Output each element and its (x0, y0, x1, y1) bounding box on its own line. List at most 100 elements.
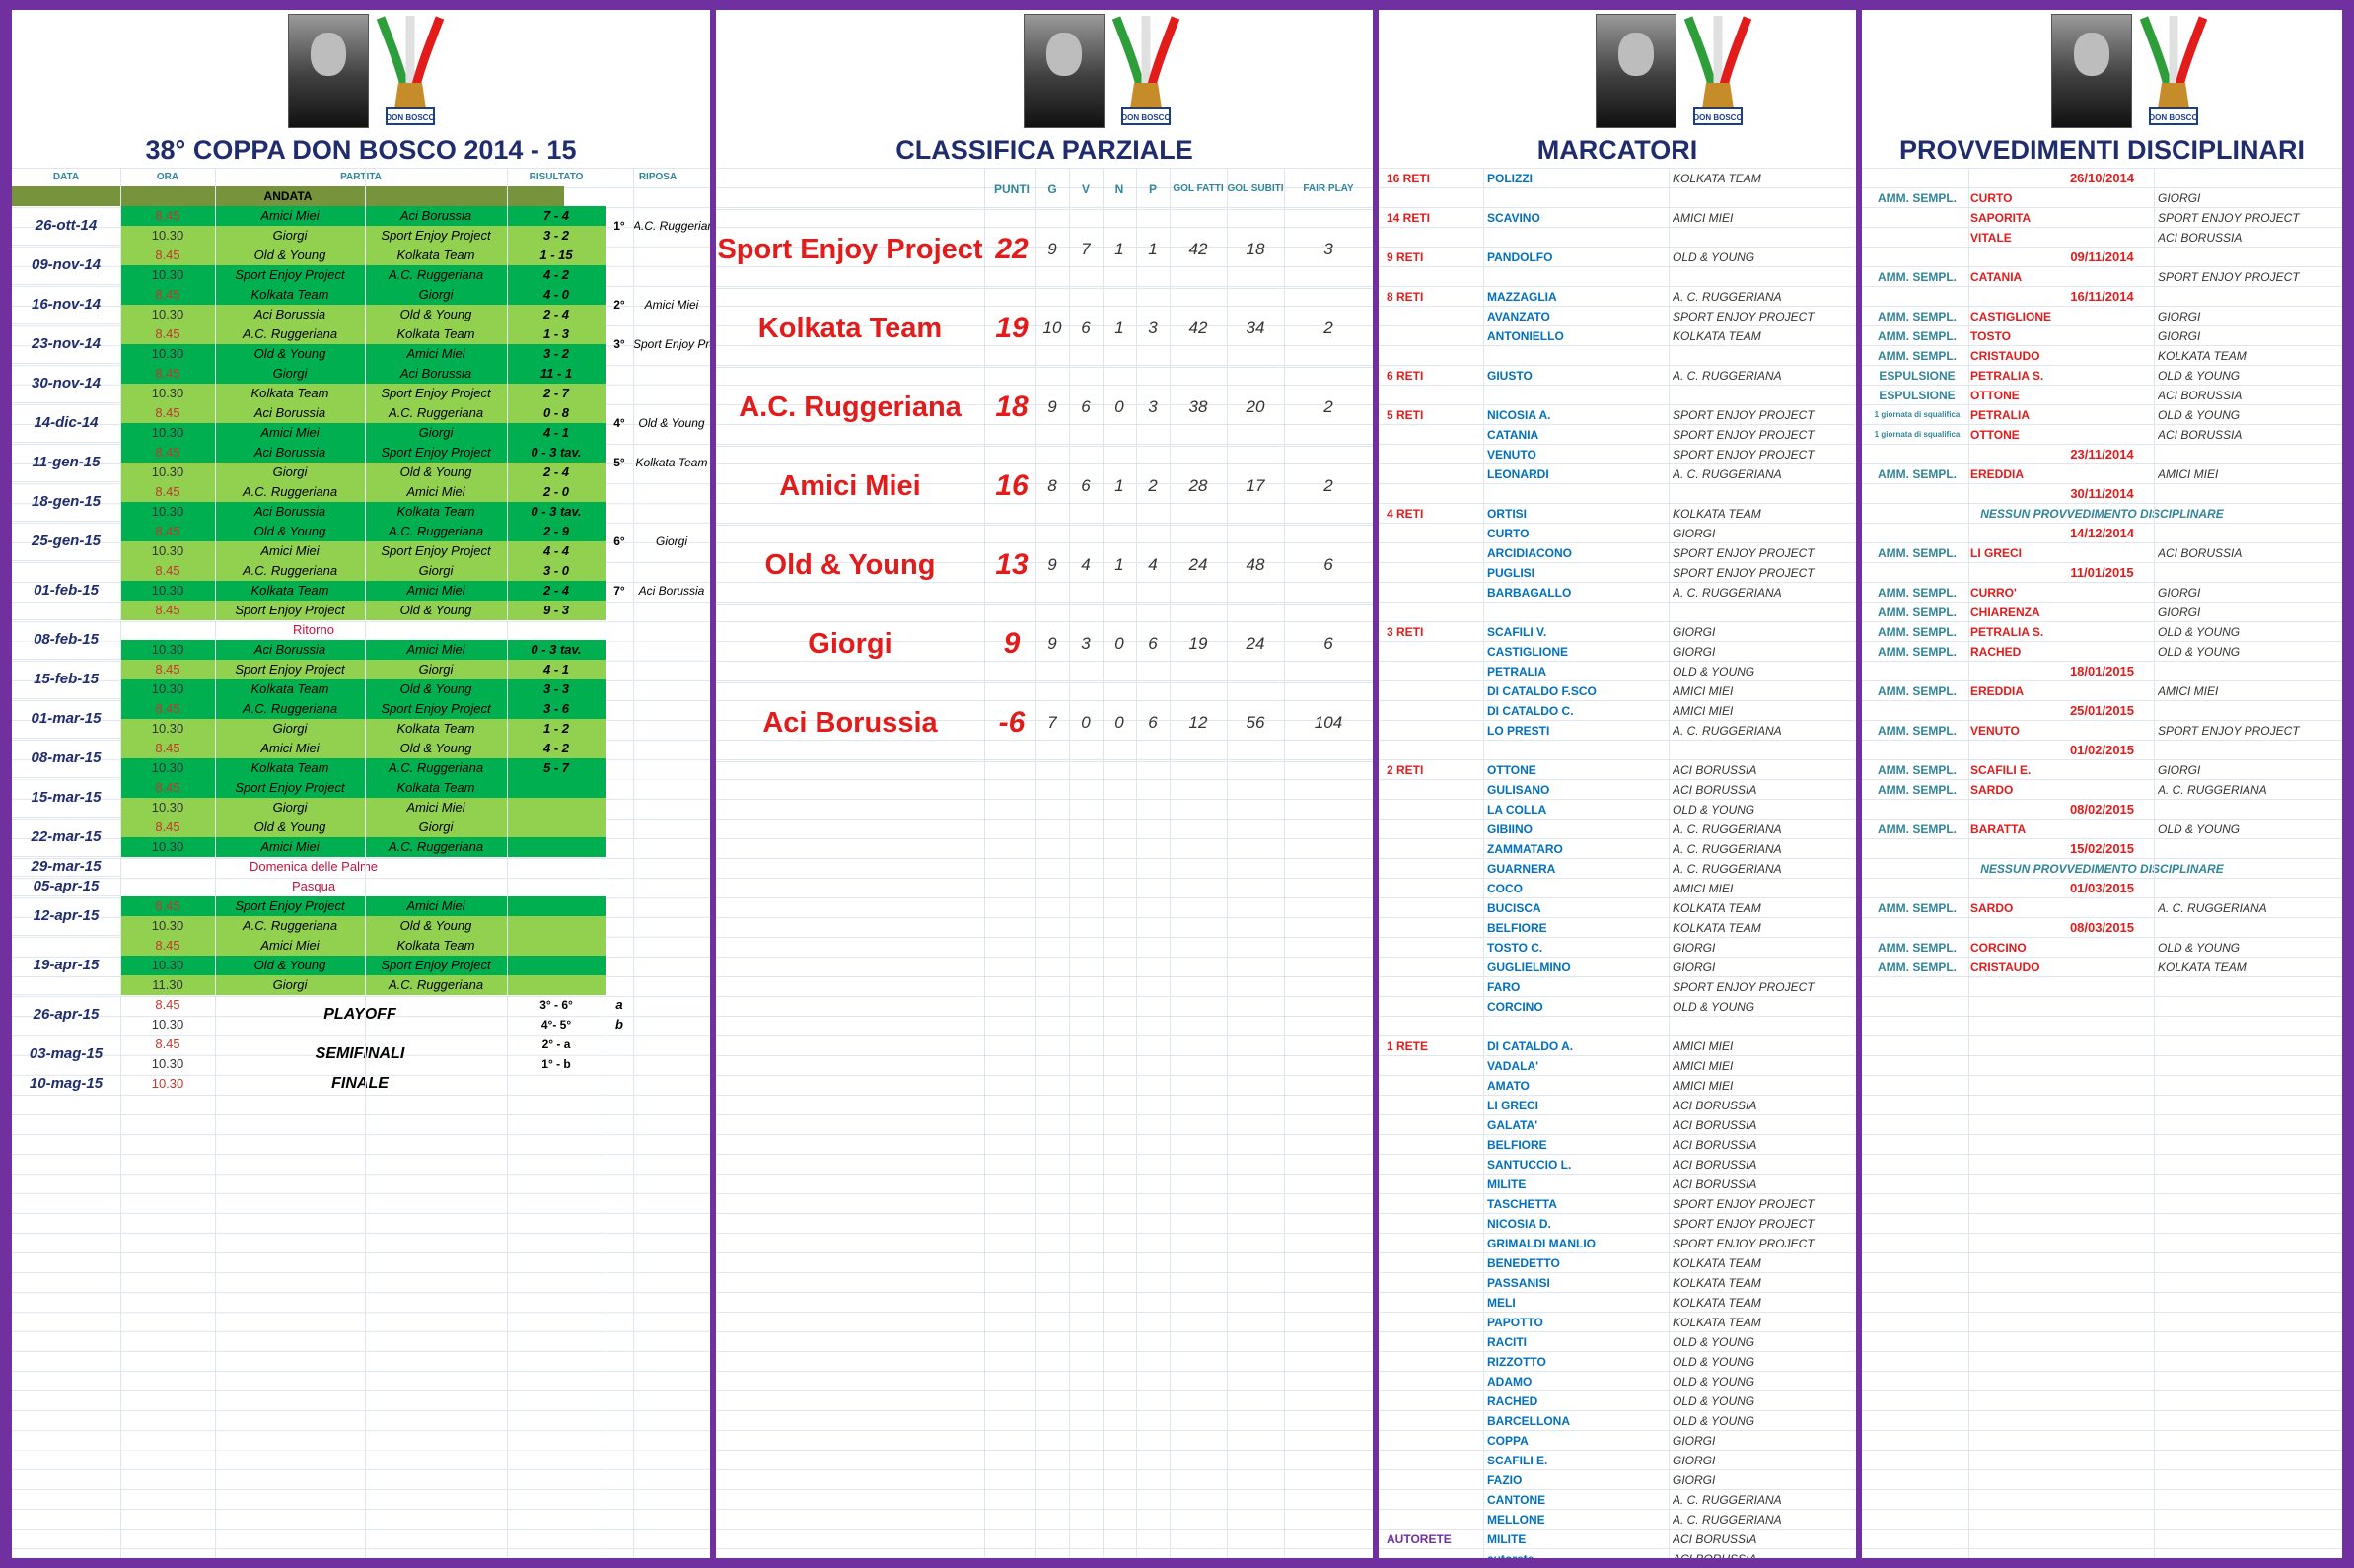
player-team: A. C. RUGGERIANA (1673, 1493, 1782, 1507)
measure-type: AMM. SEMPL. (1878, 586, 1957, 600)
standings-col-header: P (1148, 182, 1157, 196)
away-team: Sport Enjoy Project (365, 443, 507, 463)
rest-rank: 4° (613, 416, 625, 430)
match-time: 10.30 (120, 226, 215, 246)
home-team: Aci Borussia (215, 640, 365, 660)
penalized-player: VITALE (1970, 231, 2012, 245)
player-team: GIORGI (1673, 1434, 1716, 1448)
match-result: 7 - 4 (507, 206, 606, 226)
match-time: 8.45 (120, 522, 215, 541)
final-tag: a (615, 997, 623, 1012)
penalized-team: SPORT ENJOY PROJECT (2158, 724, 2300, 738)
away-team: Amici Miei (365, 581, 507, 601)
penalized-team: OLD & YOUNG (2158, 822, 2241, 836)
match-result: 2 - 7 (507, 384, 606, 403)
final-time: 10.30 (151, 1076, 184, 1091)
team-stat-gs: 56 (1246, 713, 1265, 732)
measure-type: AMM. SEMPL. (1878, 724, 1957, 738)
home-team: A.C. Ruggeriana (215, 482, 365, 502)
player-team: ACI BORUSSIA (1673, 1099, 1757, 1112)
penalized-team: A. C. RUGGERIANA (2158, 901, 2267, 915)
team-stat-v: 4 (1081, 555, 1091, 574)
away-team: A.C. Ruggeriana (365, 758, 507, 778)
player-team: A. C. RUGGERIANA (1673, 822, 1782, 836)
player-name: CORCINO (1487, 1000, 1543, 1014)
match-result: 3 - 0 (507, 561, 606, 581)
away-team: Kolkata Team (365, 246, 507, 265)
standings-col-header: V (1081, 182, 1090, 196)
player-team: AMICI MIEI (1673, 1059, 1734, 1073)
don-bosco-portrait-image (288, 14, 369, 128)
team-points: -6 (998, 706, 1026, 739)
match-date: 11-gen-15 (32, 454, 101, 470)
home-team: Aci Borussia (215, 502, 365, 522)
player-name: MILITE (1487, 1177, 1527, 1191)
match-time: 8.45 (120, 364, 215, 384)
penalized-player: LI GRECI (1970, 546, 2023, 560)
player-team: SPORT ENJOY PROJECT (1673, 980, 1815, 994)
team-stat-gf: 42 (1188, 319, 1208, 337)
player-team: AMICI MIEI (1673, 1039, 1734, 1053)
team-name: Aci Borussia (762, 707, 938, 739)
team-stat-n: 1 (1114, 319, 1124, 337)
team-stat-p: 6 (1148, 713, 1158, 732)
player-name: LI GRECI (1487, 1099, 1539, 1112)
team-stat-v: 0 (1081, 713, 1091, 732)
home-team: Kolkata Team (215, 679, 365, 699)
player-team: ACI BORUSSIA (1673, 1532, 1757, 1546)
player-name: BARBAGALLO (1487, 586, 1572, 600)
player-name: GALATA' (1487, 1118, 1538, 1132)
away-team: Amici Miei (365, 344, 507, 364)
team-points: 18 (995, 391, 1029, 423)
player-team: ACI BORUSSIA (1673, 1138, 1757, 1152)
match-time: 8.45 (120, 246, 215, 265)
home-team: Amici Miei (215, 837, 365, 857)
standings-col-header: G (1047, 182, 1057, 196)
match-result: 4 - 2 (507, 265, 606, 285)
away-team: Kolkata Team (365, 778, 507, 798)
goals-count: 1 RETE (1387, 1039, 1429, 1053)
match-date: 22-mar-15 (31, 828, 102, 845)
penalized-player: VENUTO (1970, 724, 2020, 738)
player-team: KOLKATA TEAM (1673, 1256, 1761, 1270)
final-tag: b (615, 1017, 623, 1032)
match-time: 10.30 (120, 719, 215, 739)
resting-team: Giorgi (655, 535, 687, 548)
standings-col-header: PUNTI (994, 182, 1030, 196)
player-team: KOLKATA TEAM (1673, 507, 1761, 521)
player-team: OLD & YOUNG (1673, 1414, 1755, 1428)
away-team: Old & Young (365, 601, 507, 620)
team-stat-fp: 6 (1323, 555, 1333, 574)
final-time: 10.30 (151, 1056, 184, 1071)
home-team: Giorgi (215, 364, 365, 384)
match-time: 10.30 (120, 916, 215, 936)
home-team: Kolkata Team (215, 285, 365, 305)
goals-count: 3 RETI (1387, 625, 1424, 639)
player-name: RACITI (1487, 1335, 1527, 1349)
penalized-team: ACI BORUSSIA (2158, 389, 2243, 402)
match-result: 4 - 1 (507, 660, 606, 679)
player-name: GIBIINO (1487, 822, 1534, 836)
measure-type: AMM. SEMPL. (1878, 191, 1957, 205)
match-result: 2 - 0 (507, 482, 606, 502)
home-team: Giorgi (215, 226, 365, 246)
away-team: A.C. Ruggeriana (365, 522, 507, 541)
player-team: AMICI MIEI (1673, 704, 1734, 718)
goals-count: AUTORETE (1387, 1532, 1452, 1546)
player-team: ACI BORUSSIA (1673, 763, 1757, 777)
home-team: Amici Miei (215, 206, 365, 226)
match-result (507, 916, 606, 936)
match-result: 3 - 2 (507, 226, 606, 246)
match-date: 18-gen-15 (31, 493, 102, 510)
player-name: SCAFILI E. (1487, 1454, 1548, 1467)
team-stat-gs: 17 (1246, 476, 1265, 495)
home-team: Amici Miei (215, 739, 365, 758)
scorers-header: DON BOSCO MARCATORI (1379, 10, 1856, 169)
don-bosco-portrait-image (1596, 14, 1676, 128)
penalized-player: BARATTA (1970, 822, 2027, 836)
penalized-player: EREDDIA (1970, 467, 2025, 481)
goals-count: 14 RETI (1387, 211, 1431, 225)
rest-rank: 7° (613, 584, 625, 598)
away-team: Sport Enjoy Project (365, 956, 507, 975)
match-result: 9 - 3 (507, 601, 606, 620)
